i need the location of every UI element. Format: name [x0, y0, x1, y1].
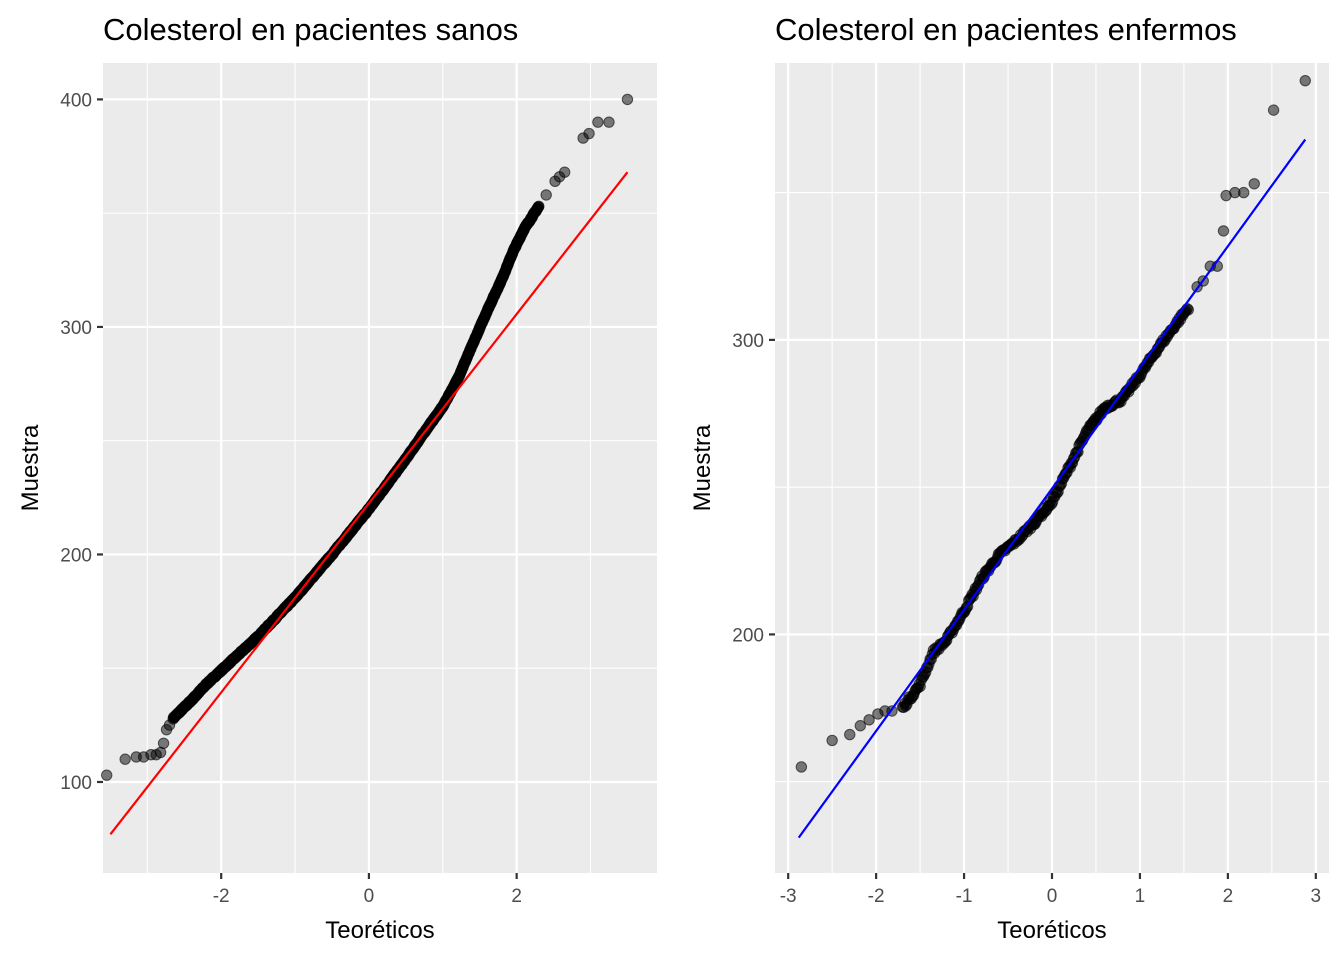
healthy-sample-point [157, 737, 170, 750]
sick-sample-point [795, 761, 808, 773]
healthy-sample-point [603, 116, 615, 128]
sick-x-axis-title: Teoréticos [997, 917, 1106, 944]
sick-x-tick-label: -1 [956, 886, 973, 907]
sick-y-tick-label: 200 [732, 625, 764, 646]
sick-x-tick-label: -2 [868, 886, 885, 907]
sick-sample-point [1238, 186, 1250, 199]
healthy-y-tick-label: 200 [60, 545, 92, 566]
healthy-chart-title: Colesterol en pacientes sanos [103, 12, 518, 47]
sick-sample-point [1267, 104, 1280, 116]
sick-sample-point [863, 714, 875, 726]
sick-sample-point [1299, 74, 1311, 87]
sick-y-tick-label: 300 [732, 331, 764, 352]
sick-x-tick-label: -3 [780, 886, 797, 907]
healthy-y-tick-label: 400 [60, 90, 92, 111]
healthy-sample-point [558, 166, 571, 178]
healthy-sample-point [100, 769, 113, 781]
healthy-y-tick-label: 100 [60, 773, 92, 794]
healthy-axis-ticks: -2 0 2 100 200 300 400 [60, 90, 522, 907]
sick-sample-point [1217, 225, 1230, 237]
healthy-sample-point [540, 189, 552, 201]
sick-y-axis-title: Muestra [689, 424, 716, 511]
sick-qq-panel: -3 -2 -1 0 1 2 3 200 300 Colesterol en pacientes… [689, 12, 1329, 944]
sick-x-tick-label: 0 [1047, 886, 1058, 907]
healthy-sample-point [592, 116, 604, 128]
sick-axis-ticks: -3 -2 -1 0 1 2 3 200 300 [732, 331, 1321, 907]
healthy-gridlines [103, 63, 657, 873]
sick-x-tick-label: 1 [1135, 886, 1146, 907]
healthy-qq-panel: -2 0 2 100 200 300 400 Colesterol en pacientes… [17, 12, 657, 944]
sick-reference-line [797, 138, 1307, 839]
sick-x-tick-label: 2 [1223, 886, 1234, 907]
healthy-sample-point [163, 719, 176, 731]
healthy-x-axis-title: Teoréticos [325, 917, 434, 944]
healthy-sample-point [621, 93, 634, 106]
healthy-y-axis-title: Muestra [17, 424, 44, 511]
healthy-x-tick-label: -2 [213, 886, 230, 907]
healthy-x-tick-label: 2 [511, 886, 522, 907]
sick-sample-point [826, 734, 838, 747]
sick-sample-point [1182, 304, 1195, 316]
sick-sample-point [1248, 178, 1260, 190]
sick-sample-point [854, 720, 866, 732]
healthy-sample-points [100, 93, 634, 781]
healthy-plot-background [103, 63, 657, 873]
healthy-reference-line [109, 171, 629, 835]
sick-chart-title: Colesterol en pacientes enfermos [775, 12, 1237, 47]
healthy-sample-point [119, 753, 131, 765]
healthy-sample-point [583, 127, 595, 140]
healthy-sample-point [533, 200, 545, 213]
healthy-y-tick-label: 300 [60, 318, 92, 339]
healthy-x-tick-label: 0 [364, 886, 375, 907]
sick-sample-point [844, 728, 856, 741]
sick-x-tick-label: 3 [1311, 886, 1322, 907]
